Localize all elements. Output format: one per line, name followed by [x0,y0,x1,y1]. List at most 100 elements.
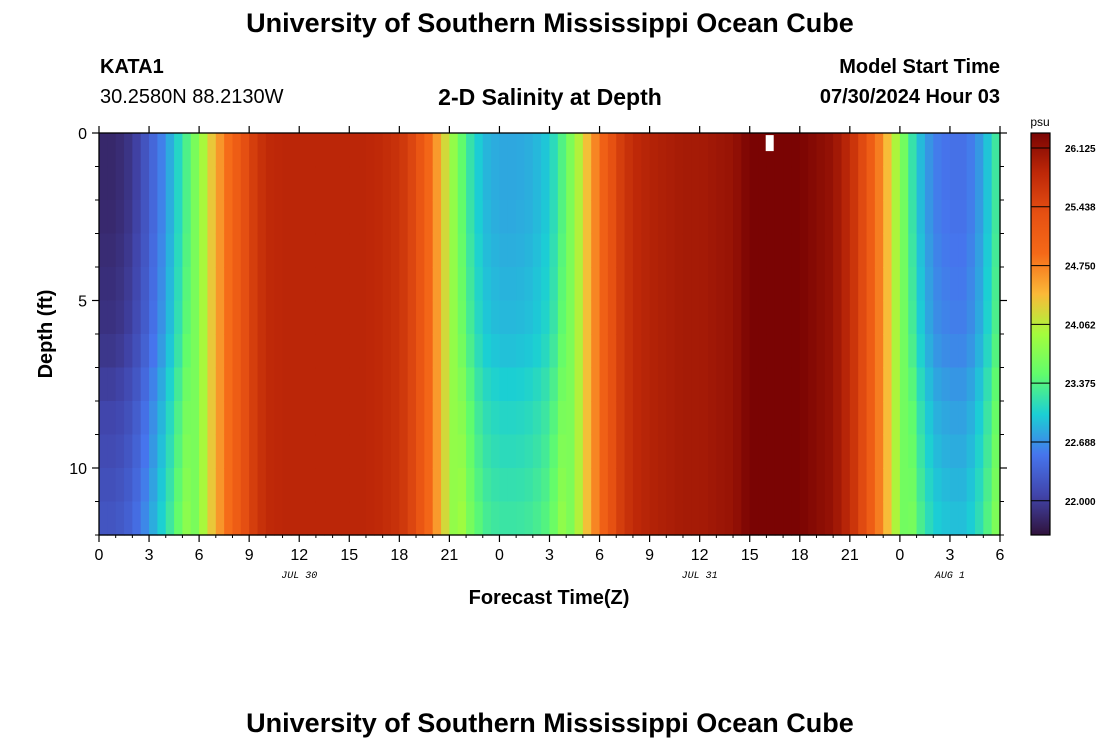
heatmap-cell [299,367,309,402]
heatmap-cell [666,166,676,201]
heatmap-cell [507,501,517,536]
heatmap-cell [924,133,934,168]
heatmap-cell [933,434,943,469]
heatmap-cell [708,133,717,168]
heatmap-cell [257,468,267,503]
heatmap-cell [382,501,392,536]
heatmap-cell [424,267,434,302]
heatmap-cell [491,367,501,402]
heatmap-cell [741,434,751,469]
heatmap-cell [966,468,976,503]
heatmap-cell [949,401,959,436]
x-tick-label: 3 [545,547,554,564]
heatmap-cell [416,267,425,302]
heatmap-cell [958,133,968,168]
heatmap-cell [566,468,576,503]
heatmap-cell [983,200,993,235]
heatmap-cell [157,166,167,201]
heatmap-cell [482,367,492,402]
heatmap-cell [983,434,993,469]
heatmap-cell [107,367,117,402]
heatmap-cell [716,367,726,402]
heatmap-cell [708,434,717,469]
heatmap-cell [666,200,676,235]
heatmap-cell [157,267,167,302]
heatmap-cell [107,267,117,302]
heatmap-cell [257,334,267,369]
heatmap-cell [140,267,150,302]
heatmap-cell [983,133,993,168]
heatmap-cell [983,501,993,536]
heatmap-cell [157,133,167,168]
heatmap-cell [958,367,968,402]
heatmap-cell [549,501,559,536]
heatmap-cell [607,200,617,235]
heatmap-cell [274,166,284,201]
heatmap-cell [966,401,976,436]
heatmap-cell [324,233,334,268]
heatmap-cell [974,300,984,335]
heatmap-cell [758,334,767,369]
heatmap-cell [516,468,526,503]
heatmap-cell [257,233,267,268]
heatmap-cell [616,267,626,302]
heatmap-cell [574,334,584,369]
heatmap-cell [507,401,517,436]
heatmap-cell [849,267,859,302]
heatmap-cell [240,401,250,436]
heatmap-cell [466,267,476,302]
heatmap-cell [174,166,184,201]
heatmap-cell [290,367,300,402]
heatmap-cell [165,334,175,369]
heatmap-cell [833,166,843,201]
heatmap-cell [649,434,659,469]
heatmap-cell [674,267,684,302]
heatmap-cell [666,501,676,536]
heatmap-cell [290,468,300,503]
heatmap-cell [858,334,868,369]
heatmap-cell [474,434,484,469]
heatmap-cell [574,166,584,201]
heatmap-cell [657,468,667,503]
heatmap-cell [224,166,234,201]
heatmap-cell [165,401,175,436]
heatmap-cell [140,434,150,469]
heatmap-cell [883,434,893,469]
heatmap-cell [416,468,425,503]
heatmap-cell [724,200,734,235]
heatmap-cell [541,401,551,436]
heatmap-cell [466,434,476,469]
heatmap-cell [132,401,142,436]
heatmap-cell [140,133,150,168]
heatmap-cell [265,133,275,168]
heatmap-cell [332,300,342,335]
heatmap-cell [624,468,634,503]
heatmap-cell [207,468,217,503]
heatmap-cell [599,434,609,469]
heatmap-cell [390,200,400,235]
heatmap-cell [657,334,667,369]
heatmap-cell [340,267,350,302]
heatmap-cell [349,133,359,168]
heatmap-cell [507,200,517,235]
heatmap-cell [165,133,175,168]
heatmap-cell [616,133,626,168]
heatmap-cell [182,334,192,369]
heatmap-cell [958,334,968,369]
heatmap-cell [315,300,325,335]
heatmap-cell [816,334,826,369]
heatmap-cell [657,133,667,168]
heatmap-cell [282,434,292,469]
heatmap-cell [240,267,250,302]
heatmap-cell [424,166,434,201]
heatmap-cell [190,133,200,168]
heatmap-cell [941,267,951,302]
heatmap-cell [799,166,809,201]
heatmap-cell [416,367,425,402]
heatmap-cell [741,200,751,235]
heatmap-cell [582,267,592,302]
heatmap-cell [607,133,617,168]
heatmap-cell [766,200,776,235]
heatmap-cell [315,434,325,469]
heatmap-cell [599,501,609,536]
